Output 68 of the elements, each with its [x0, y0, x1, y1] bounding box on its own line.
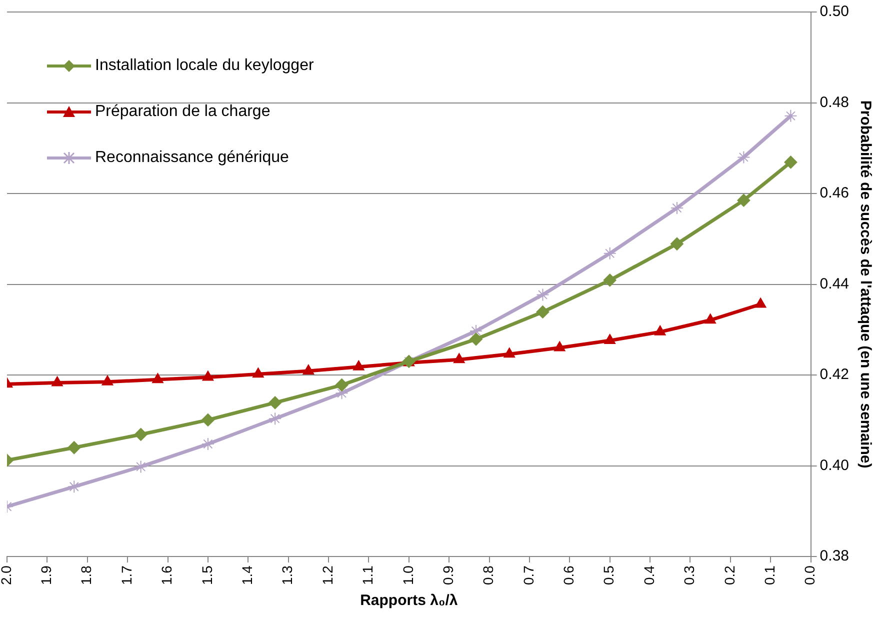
point: [252, 368, 264, 378]
point: [335, 378, 348, 392]
legend-label: Préparation de la charge: [95, 103, 270, 121]
point: [654, 325, 666, 336]
point: [670, 202, 684, 215]
point: [670, 237, 684, 250]
x-tick-label: 1.0: [400, 565, 416, 586]
x-axis-title: Rapports λ₀/λ: [360, 592, 458, 610]
point: [784, 109, 798, 122]
point: [52, 376, 63, 386]
y-tick-label: 0.38: [820, 548, 850, 565]
point: [604, 334, 616, 344]
y-axis-title: Probabilité de succès de l'attaque (en une semaine): [856, 100, 874, 468]
y-tick-label: 0.46: [820, 184, 850, 202]
x-tick-label: 0.5: [600, 565, 617, 586]
legend-label: Reconnaissance générique: [95, 149, 289, 167]
point: [603, 246, 616, 260]
point: [68, 480, 81, 494]
x-tick-label: 1.6: [158, 565, 175, 586]
x-tick-label: 1.2: [319, 565, 336, 586]
point: [268, 412, 282, 426]
y-tick-label: 0.44: [820, 275, 850, 292]
point: [134, 460, 148, 474]
x-tick-label: 2.0: [0, 565, 14, 586]
x-tick-label: 1.3: [279, 565, 296, 586]
point: [784, 156, 798, 169]
point: [704, 314, 716, 324]
x-tick-label: 0.0: [802, 565, 818, 586]
point: [202, 370, 214, 381]
point: [603, 274, 616, 287]
y-tick-label: 0.48: [820, 94, 850, 111]
x-tick-label: 0.2: [721, 565, 738, 586]
x-tick-label: 1.4: [239, 565, 255, 586]
x-tick-label: 0.7: [520, 565, 536, 586]
point: [536, 305, 550, 318]
point: [268, 396, 282, 410]
y-tick-label: 0.40: [820, 456, 850, 474]
point: [68, 441, 81, 454]
point: [201, 413, 214, 426]
x-tick-label: 1.7: [118, 565, 134, 586]
point: [352, 360, 364, 370]
x-tick-label: 0.3: [681, 565, 698, 586]
x-tick-label: 0.1: [761, 565, 778, 586]
point: [453, 353, 465, 364]
point: [134, 428, 148, 441]
y-tick-label: 0.50: [820, 3, 850, 20]
x-tick-label: 1.8: [78, 565, 94, 586]
point: [201, 438, 214, 450]
x-tick-label: 0.9: [440, 565, 456, 586]
x-tick-label: 0.6: [560, 565, 577, 586]
point: [335, 386, 348, 400]
y-tick-label: 0.42: [820, 366, 850, 384]
point: [302, 364, 314, 374]
point: [536, 288, 550, 302]
point: [554, 341, 566, 352]
x-tick-label: 1.5: [198, 565, 215, 586]
x-tick-label: 0.4: [640, 565, 657, 586]
point: [504, 348, 516, 358]
point: [754, 298, 766, 308]
point: [470, 332, 483, 346]
x-tick-label: 1.9: [38, 565, 54, 586]
legend-label: Installation locale du keylogger: [95, 57, 314, 75]
point: [102, 375, 114, 386]
point: [152, 373, 164, 384]
x-tick-label: 1.1: [360, 565, 376, 586]
point: [737, 194, 750, 207]
point: [737, 150, 750, 164]
x-tick-label: 0.8: [480, 565, 496, 586]
